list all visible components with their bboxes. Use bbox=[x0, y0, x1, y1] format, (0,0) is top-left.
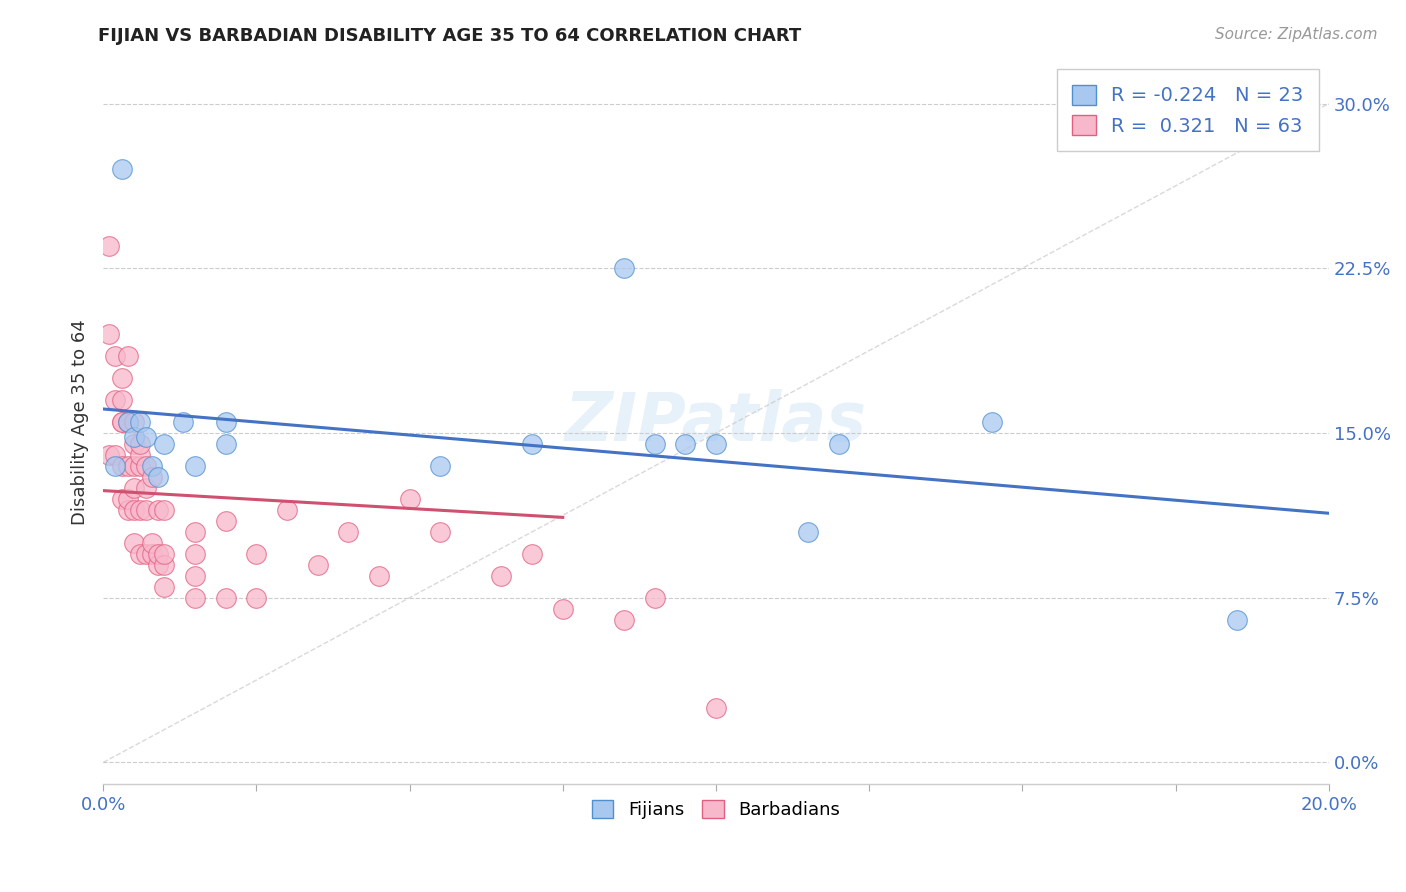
Point bbox=[245, 591, 267, 605]
Point bbox=[110, 491, 132, 506]
Point bbox=[797, 524, 820, 539]
Point bbox=[184, 524, 207, 539]
Point bbox=[122, 430, 145, 444]
Point bbox=[520, 437, 543, 451]
Point bbox=[153, 547, 176, 561]
Point bbox=[117, 491, 139, 506]
Point bbox=[129, 448, 152, 462]
Point bbox=[276, 503, 298, 517]
Point bbox=[135, 503, 157, 517]
Text: FIJIAN VS BARBADIAN DISABILITY AGE 35 TO 64 CORRELATION CHART: FIJIAN VS BARBADIAN DISABILITY AGE 35 TO… bbox=[98, 27, 801, 45]
Y-axis label: Disability Age 35 to 64: Disability Age 35 to 64 bbox=[72, 319, 89, 524]
Point bbox=[110, 392, 132, 407]
Point bbox=[215, 514, 238, 528]
Point bbox=[117, 349, 139, 363]
Point bbox=[104, 448, 127, 462]
Point bbox=[117, 415, 139, 429]
Point bbox=[122, 481, 145, 495]
Point bbox=[135, 547, 157, 561]
Point bbox=[644, 591, 666, 605]
Point bbox=[551, 601, 574, 615]
Point bbox=[613, 261, 636, 276]
Text: ZIPatlas: ZIPatlas bbox=[565, 389, 868, 455]
Point bbox=[215, 591, 238, 605]
Point bbox=[141, 470, 163, 484]
Point bbox=[704, 700, 727, 714]
Point bbox=[122, 415, 145, 429]
Point bbox=[110, 162, 132, 177]
Point bbox=[704, 437, 727, 451]
Point bbox=[104, 458, 127, 473]
Point bbox=[673, 437, 696, 451]
Point bbox=[491, 568, 513, 582]
Point bbox=[184, 458, 207, 473]
Point bbox=[98, 327, 121, 342]
Point bbox=[141, 458, 163, 473]
Point bbox=[429, 524, 451, 539]
Point bbox=[122, 536, 145, 550]
Point bbox=[429, 458, 451, 473]
Legend: Fijians, Barbadians: Fijians, Barbadians bbox=[585, 792, 848, 826]
Point bbox=[172, 415, 194, 429]
Point bbox=[153, 503, 176, 517]
Point bbox=[117, 458, 139, 473]
Point bbox=[337, 524, 360, 539]
Point bbox=[135, 458, 157, 473]
Point bbox=[104, 392, 127, 407]
Point bbox=[1226, 613, 1249, 627]
Point bbox=[215, 415, 238, 429]
Point bbox=[104, 349, 127, 363]
Point bbox=[129, 458, 152, 473]
Point bbox=[129, 503, 152, 517]
Point bbox=[1073, 129, 1095, 144]
Point bbox=[980, 415, 1002, 429]
Point bbox=[153, 580, 176, 594]
Point bbox=[122, 437, 145, 451]
Point bbox=[644, 437, 666, 451]
Point bbox=[110, 458, 132, 473]
Point bbox=[135, 481, 157, 495]
Point bbox=[98, 239, 121, 253]
Point bbox=[184, 547, 207, 561]
Point bbox=[153, 437, 176, 451]
Point bbox=[245, 547, 267, 561]
Point bbox=[141, 547, 163, 561]
Point bbox=[129, 547, 152, 561]
Point bbox=[367, 568, 389, 582]
Point bbox=[613, 613, 636, 627]
Point bbox=[122, 503, 145, 517]
Point bbox=[141, 536, 163, 550]
Point bbox=[153, 558, 176, 572]
Point bbox=[184, 591, 207, 605]
Point bbox=[98, 448, 121, 462]
Point bbox=[129, 437, 152, 451]
Point bbox=[398, 491, 420, 506]
Point bbox=[129, 415, 152, 429]
Point bbox=[827, 437, 849, 451]
Point bbox=[307, 558, 329, 572]
Point bbox=[520, 547, 543, 561]
Point bbox=[148, 547, 170, 561]
Point bbox=[215, 437, 238, 451]
Text: Source: ZipAtlas.com: Source: ZipAtlas.com bbox=[1215, 27, 1378, 42]
Point bbox=[117, 503, 139, 517]
Point bbox=[110, 415, 132, 429]
Point bbox=[148, 470, 170, 484]
Point bbox=[117, 415, 139, 429]
Point bbox=[148, 558, 170, 572]
Point bbox=[184, 568, 207, 582]
Point bbox=[135, 430, 157, 444]
Point bbox=[110, 415, 132, 429]
Point bbox=[110, 371, 132, 385]
Point bbox=[122, 458, 145, 473]
Point bbox=[148, 503, 170, 517]
